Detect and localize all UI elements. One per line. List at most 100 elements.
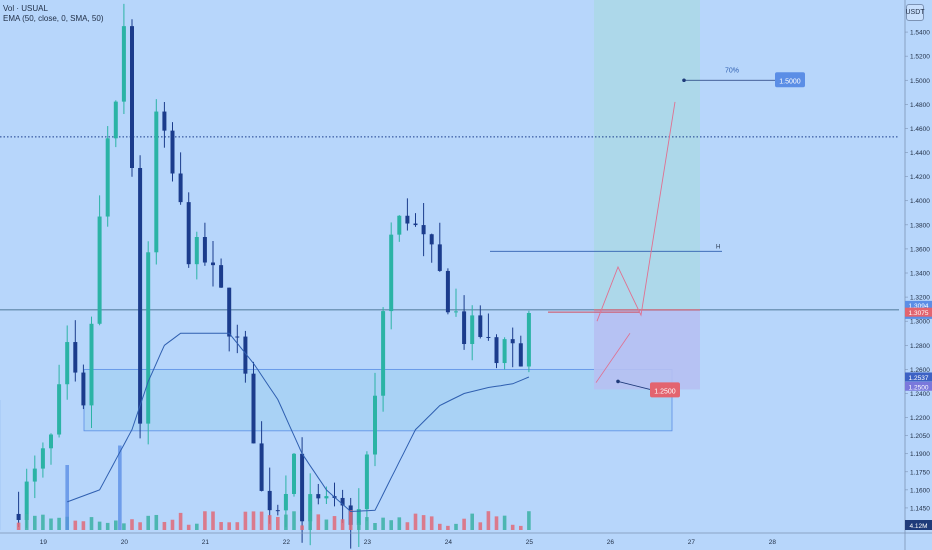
candle-body <box>97 216 102 324</box>
volume-bar <box>81 521 86 530</box>
candle-body <box>300 453 305 522</box>
volume-badge <box>905 520 932 530</box>
candle-body <box>227 287 232 337</box>
volume-bar <box>381 517 385 530</box>
y-tick-label: 1.3200 <box>910 295 930 302</box>
volume-legend[interactable]: Vol · USUAL <box>3 4 48 13</box>
candle-body <box>32 468 37 482</box>
candle-body <box>113 101 118 139</box>
volume-bar <box>276 516 280 530</box>
volume-bar <box>365 517 369 530</box>
candle-body <box>275 510 280 512</box>
y-tick-label: 1.5000 <box>910 78 930 85</box>
volume-bar <box>24 513 29 530</box>
y-tick-label: 1.4000 <box>910 198 930 205</box>
h-label: H <box>716 244 720 250</box>
y-tick-label: 1.3400 <box>910 271 930 278</box>
y-tick-label: 1.2200 <box>910 415 930 422</box>
volume-bar <box>308 510 312 530</box>
volume-bar <box>454 523 458 530</box>
volume-bar <box>332 516 337 530</box>
candle-body <box>154 111 159 253</box>
volume-bar <box>413 513 418 530</box>
currency-badge[interactable]: USDT <box>905 4 925 21</box>
candle-body <box>130 26 134 168</box>
blue-price-value: 1.2537 <box>909 375 929 382</box>
y-tick-label: 1.1900 <box>910 451 930 458</box>
candle-body <box>283 493 288 511</box>
demand-zone <box>83 368 673 432</box>
candle-body <box>405 215 410 224</box>
volume-bar <box>259 511 264 530</box>
volume-bar <box>57 517 61 530</box>
x-tick-label: 24 <box>445 539 453 546</box>
volume-bar <box>33 515 37 530</box>
y-tick-label: 1.4200 <box>910 174 930 181</box>
candle-body <box>73 342 78 373</box>
candle-body <box>259 443 264 491</box>
candle-body <box>445 270 450 313</box>
candle-body <box>121 26 126 102</box>
current-price-value: 1.3094 <box>909 303 929 310</box>
candle-body <box>454 311 458 313</box>
candle-body <box>57 384 62 435</box>
candle-body <box>364 454 369 510</box>
volume-bar <box>397 517 402 530</box>
candle-body <box>24 481 29 520</box>
stop-leader <box>617 381 651 390</box>
y-tick-label: 1.5400 <box>910 30 930 37</box>
volume-bar <box>446 525 450 530</box>
volume-bar <box>16 522 21 530</box>
y-tick-label: 1.2600 <box>910 367 930 374</box>
y-tick-label: 1.4600 <box>910 126 930 133</box>
volume-bar <box>105 522 110 530</box>
candle-body <box>316 494 321 499</box>
volume-bar <box>227 522 231 530</box>
y-tick-label: 1.5200 <box>910 54 930 61</box>
red-price-value: 1.3075 <box>909 310 929 317</box>
volume-badge-value: 4.12M <box>909 523 927 530</box>
x-tick-label: 21 <box>202 539 210 546</box>
volume-bar <box>357 522 361 530</box>
x-tick-label: 19 <box>40 539 48 546</box>
volume-bar <box>519 525 523 530</box>
volume-bar <box>494 516 499 530</box>
candle-body <box>219 265 224 288</box>
candle-body <box>308 494 313 522</box>
candle-body <box>421 225 426 235</box>
volume-bar <box>470 513 474 530</box>
ema-legend[interactable]: EMA (50, close, 0, SMA, 50) <box>3 14 104 23</box>
target-percent-label: 70% <box>725 67 739 74</box>
candle-body <box>340 497 345 506</box>
candle-body <box>65 342 70 385</box>
candle-body <box>16 513 21 520</box>
volume-bar <box>348 510 353 530</box>
volume-bar <box>211 511 215 530</box>
y-tick-label: 1.1450 <box>910 505 930 512</box>
volume-bar <box>146 515 150 530</box>
volume-bar <box>118 445 122 530</box>
volume-bar <box>195 523 199 530</box>
x-tick-label: 23 <box>364 539 372 546</box>
y-tick-label: 1.4800 <box>910 102 930 109</box>
x-tick-label: 22 <box>283 539 291 546</box>
volume-bar <box>162 521 167 530</box>
y-tick-label: 1.1600 <box>910 487 930 494</box>
candle-body <box>40 448 45 469</box>
candle-body <box>518 343 523 367</box>
indicator-legend: Vol · USUAL EMA (50, close, 0, SMA, 50) <box>3 4 103 24</box>
volume-bar <box>49 518 53 530</box>
candle-body <box>194 237 199 265</box>
candle-body <box>251 373 256 444</box>
volume-bar <box>421 515 426 530</box>
volume-bar <box>130 519 134 530</box>
volume-bar <box>486 511 491 530</box>
projection-path <box>595 333 631 383</box>
candle-body <box>526 313 531 367</box>
volume-bar <box>284 514 288 530</box>
volume-bar <box>267 515 272 530</box>
y-tick-label: 1.2800 <box>910 343 930 350</box>
purple-price-value: 1.2500 <box>909 384 929 391</box>
volume-bar <box>243 511 248 530</box>
